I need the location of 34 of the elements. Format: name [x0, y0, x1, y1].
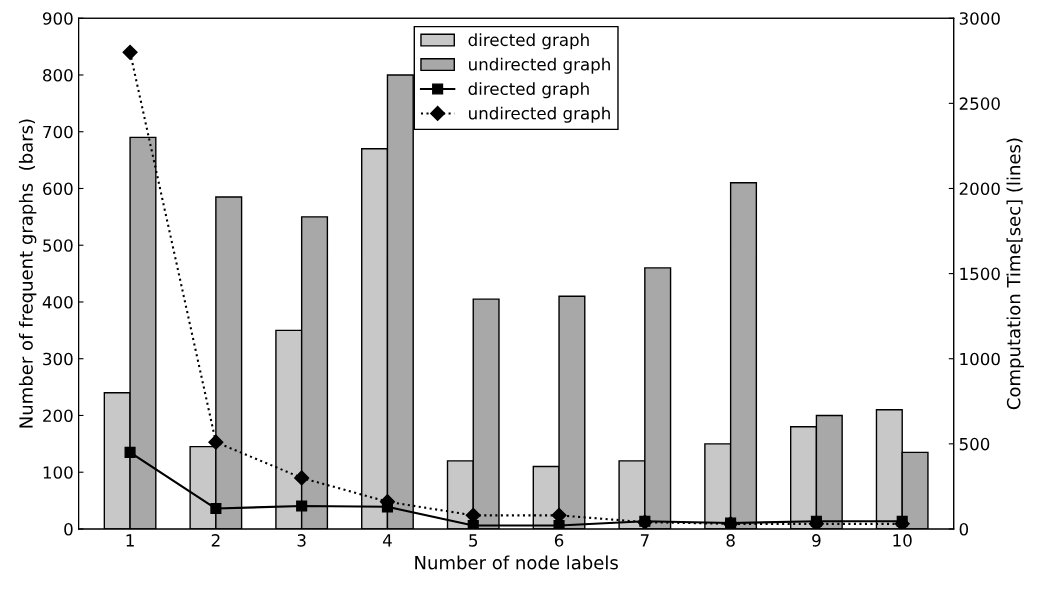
x-tick-label: 10 — [893, 534, 912, 547]
x-tick-label: 9 — [812, 534, 821, 547]
y2-axis-title: Computation Time[sec] (lines) — [1006, 138, 1024, 410]
y-tick-label: 200 — [43, 409, 73, 423]
x-tick-label: 7 — [640, 534, 649, 547]
x-axis-title: Number of node labels — [415, 555, 618, 570]
y-axis-title: Number of frequent graphs (bars) — [18, 119, 37, 428]
legend-label: undirected graph — [469, 57, 610, 74]
y2-tick-label: 1500 — [960, 267, 1000, 281]
y-tick-label: 100 — [43, 466, 73, 479]
legend-label: directed graph — [468, 33, 589, 50]
y-tick-label: 300 — [43, 352, 73, 366]
y2-tick-label: 2000 — [959, 182, 1000, 196]
x-tick-label: 6 — [554, 534, 564, 547]
x-tick-label: 5 — [469, 534, 478, 547]
legend-label: directed graph — [468, 82, 589, 99]
x-tick-label: 8 — [726, 534, 735, 547]
y2-tick-label: 500 — [959, 437, 990, 451]
x-tick-label: 1 — [126, 534, 134, 547]
y2-tick-label: 1000 — [960, 352, 1000, 366]
y-tick-label: 500 — [43, 239, 73, 252]
y2-tick-label: 3000 — [959, 12, 1000, 25]
y-tick-label: 0 — [64, 522, 73, 536]
y-tick-label: 400 — [42, 295, 73, 309]
y-tick-label: 800 — [43, 68, 73, 82]
y-tick-label: 900 — [42, 12, 73, 25]
y-tick-label: 600 — [43, 182, 73, 196]
x-tick-label: 3 — [297, 534, 306, 547]
x-tick-label: 4 — [382, 534, 392, 547]
y2-tick-label: 0 — [959, 522, 969, 536]
y2-tick-label: 2500 — [959, 97, 1000, 110]
y-tick-label: 700 — [43, 125, 73, 139]
legend-label: undirected graph — [469, 106, 610, 123]
x-tick-label: 2 — [211, 534, 220, 547]
